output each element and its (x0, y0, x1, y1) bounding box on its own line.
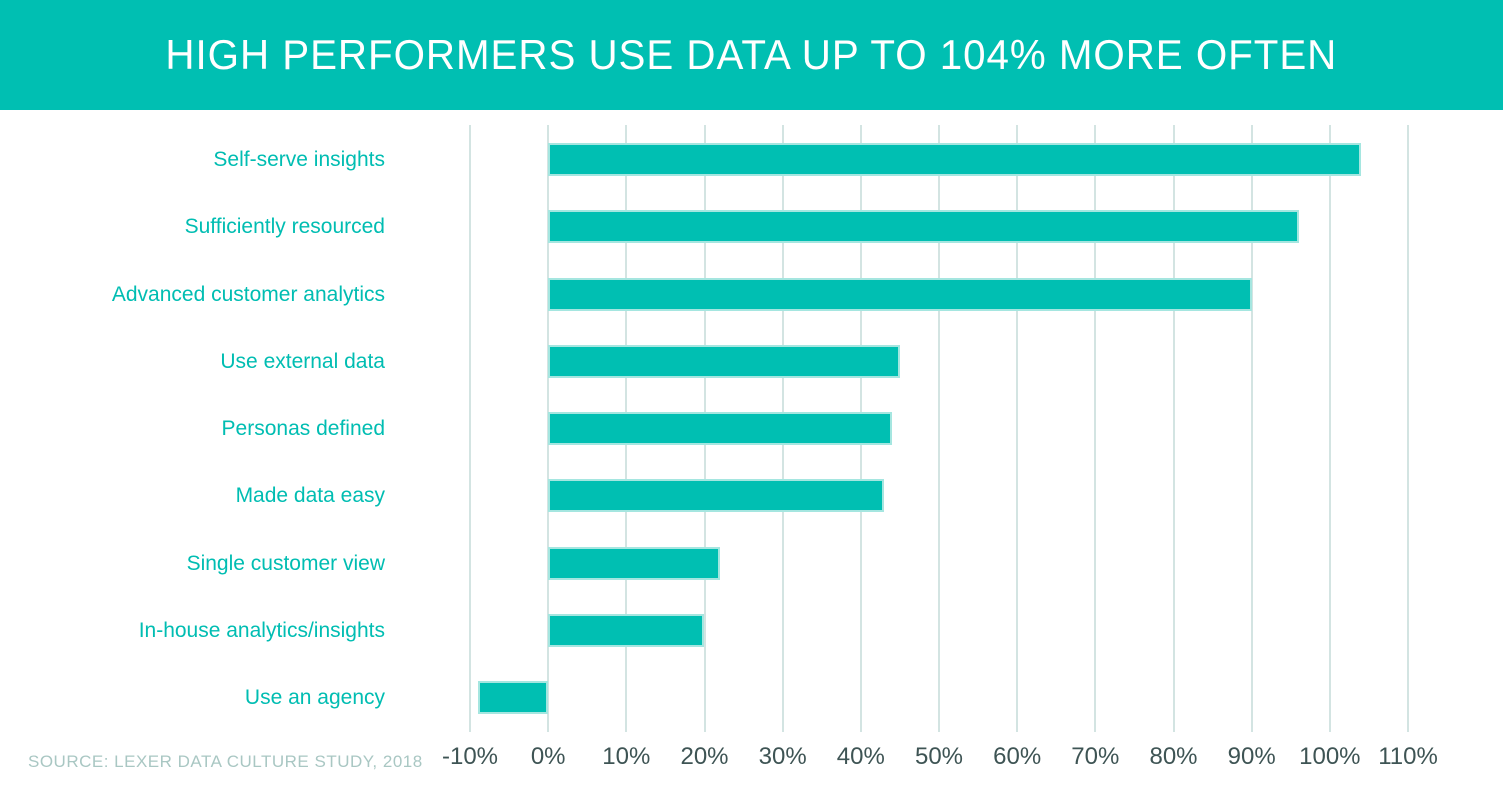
bar-personas-defined (548, 412, 893, 445)
chart-title: HIGH PERFORMERS USE DATA UP TO 104% MORE… (165, 31, 1338, 78)
bar-self-serve-insights (548, 143, 1362, 176)
x-tick-label-20: 20% (680, 743, 729, 770)
title-band: HIGH PERFORMERS USE DATA UP TO 104% MORE… (0, 0, 1503, 110)
x-tick-label-60: 60% (993, 743, 1042, 770)
category-label: Self-serve insights (213, 148, 385, 171)
x-tick-label-40: 40% (836, 743, 885, 770)
gridline-100 (1328, 125, 1331, 732)
x-tick-label-50: 50% (914, 743, 964, 770)
bar-advanced-customer-analytics (548, 277, 1252, 311)
category-label: Use external data (220, 349, 385, 373)
gridline-60 (1016, 125, 1019, 732)
plot-area (469, 125, 1409, 732)
bar-use-external-data (548, 344, 900, 378)
source-note: SOURCE: LEXER DATA CULTURE STUDY, 2018 (28, 752, 423, 771)
x-tick-label-100: 100% (1299, 743, 1361, 770)
x-tick-label-80: 80% (1149, 743, 1198, 770)
gridline-90 (1250, 125, 1253, 732)
x-tick-label-10: 10% (602, 743, 651, 770)
x-tick-label-30: 30% (758, 743, 807, 770)
gridline-70 (1094, 125, 1097, 732)
category-label: Sufficiently resourced (184, 215, 385, 239)
gridline-80 (1172, 125, 1175, 732)
category-label: In-house analytics/insights (138, 618, 385, 642)
bar-made-data-easy (548, 479, 885, 513)
x-tick-label-110: 110% (1378, 743, 1438, 770)
category-label: Made data easy (235, 484, 385, 508)
category-label: Single customer view (186, 551, 385, 575)
x-tick-label-90: 90% (1227, 743, 1276, 770)
category-label: Personas defined (221, 417, 385, 440)
gridline-110 (1407, 125, 1409, 732)
gridline--10 (469, 125, 471, 732)
bar-sufficiently-resourced (548, 210, 1299, 244)
bar-in-house-analytics-insights (548, 613, 705, 647)
category-label: Advanced customer analytics (111, 282, 385, 306)
bar-single-customer-view (548, 546, 721, 580)
x-tick-label-70: 70% (1071, 743, 1120, 770)
x-tick-label--10: -10% (441, 743, 499, 770)
category-label: Use an agency (244, 686, 385, 709)
x-tick-label-0: 0% (530, 743, 566, 770)
bar-use-an-agency (477, 681, 549, 714)
gridline-50 (938, 125, 940, 732)
